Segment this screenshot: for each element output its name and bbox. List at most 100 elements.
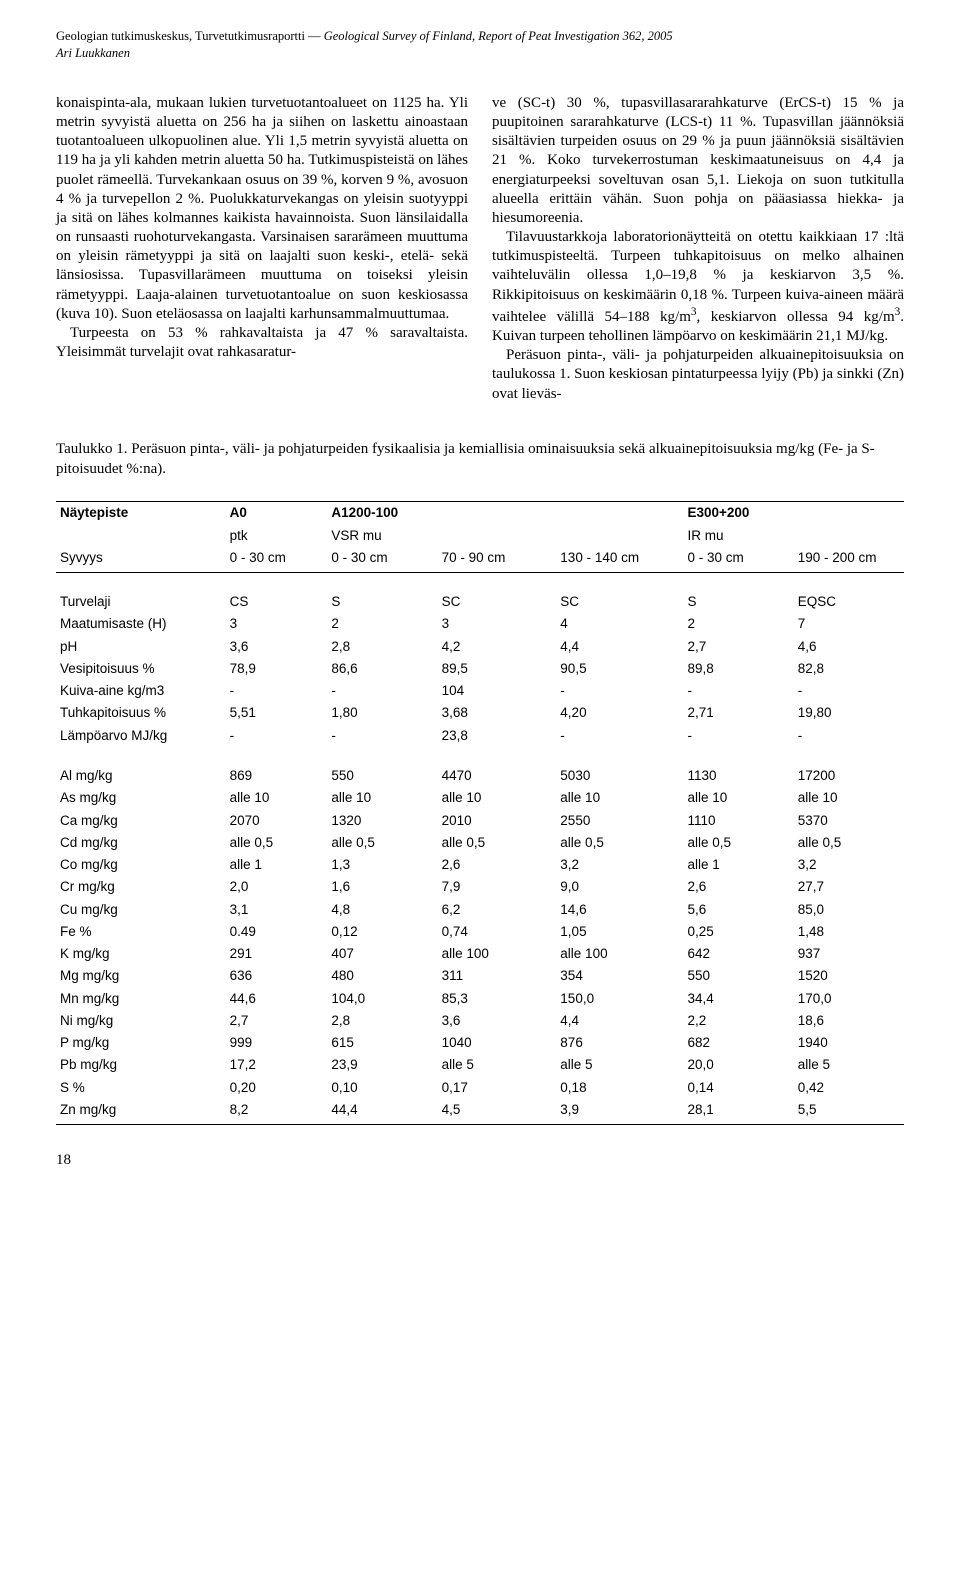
table-cell: - <box>794 680 904 702</box>
header-source: Geologian tutkimuskeskus, Turvetutkimusr… <box>56 29 324 43</box>
table-row: Cd mg/kgalle 0,5alle 0,5alle 0,5alle 0,5… <box>56 831 904 853</box>
table-row: NäytepisteA0A1200-100E300+200 <box>56 501 904 524</box>
table-cell: 1110 <box>683 809 793 831</box>
running-header-line1: Geologian tutkimuskeskus, Turvetutkimusr… <box>56 28 904 45</box>
table-cell: SC <box>438 591 557 613</box>
table-cell: alle 10 <box>327 787 437 809</box>
table-cell: alle 0,5 <box>683 831 793 853</box>
table-cell: 6,2 <box>438 898 557 920</box>
table-cell: alle 0,5 <box>556 831 683 853</box>
table-cell: 4 <box>556 613 683 635</box>
table-row: Lämpöarvo MJ/kg--23,8--- <box>56 724 904 746</box>
table-cell: 5,6 <box>683 898 793 920</box>
table-cell: 4,6 <box>794 635 904 657</box>
table-cell: 27,7 <box>794 876 904 898</box>
table-cell: 2,7 <box>226 1009 328 1031</box>
table-row: pH3,62,84,24,42,74,6 <box>56 635 904 657</box>
table-cell: 82,8 <box>794 657 904 679</box>
table-cell: pH <box>56 635 226 657</box>
table-cell: 19,80 <box>794 702 904 724</box>
table-row: Cr mg/kg2,01,67,99,02,627,7 <box>56 876 904 898</box>
table-cell: - <box>226 680 328 702</box>
table-cell: 3,2 <box>556 854 683 876</box>
table-cell: 44,6 <box>226 987 328 1009</box>
table-cell: 2,8 <box>327 635 437 657</box>
table-cell: 1130 <box>683 765 793 787</box>
left-column: konaispinta-ala, mukaan lukien turvetuot… <box>56 94 468 404</box>
table-row: Syvyys0 - 30 cm0 - 30 cm70 - 90 cm130 - … <box>56 546 904 568</box>
table-cell: alle 10 <box>226 787 328 809</box>
table-cell: 2070 <box>226 809 328 831</box>
table-cell <box>438 524 557 546</box>
table-cell: 0,10 <box>327 1076 437 1098</box>
table-cell: 311 <box>438 965 557 987</box>
table-cell <box>556 524 683 546</box>
table-cell: 5,5 <box>794 1098 904 1120</box>
table-cell: 1320 <box>327 809 437 831</box>
table-cell: Mg mg/kg <box>56 965 226 987</box>
table-cell: alle 1 <box>226 854 328 876</box>
running-header: Geologian tutkimuskeskus, Turvetutkimusr… <box>56 28 904 62</box>
table-cell: Turvelaji <box>56 591 226 613</box>
table-cell: - <box>683 724 793 746</box>
table-cell: ptk <box>226 524 328 546</box>
table-cell: 615 <box>327 1032 437 1054</box>
header-author: Ari Luukkanen <box>56 45 904 62</box>
table-row: Al mg/kg86955044705030113017200 <box>56 765 904 787</box>
table-row: Maatumisaste (H)323427 <box>56 613 904 635</box>
table-cell: Maatumisaste (H) <box>56 613 226 635</box>
table-caption: Taulukko 1. Peräsuon pinta-, väli- ja po… <box>56 440 904 480</box>
table-cell: 2,6 <box>683 876 793 898</box>
table-cell: 0,12 <box>327 920 437 942</box>
table-cell: SC <box>556 591 683 613</box>
table-cell: 4,20 <box>556 702 683 724</box>
table-cell: 1,80 <box>327 702 437 724</box>
table-row: Fe %0.490,120,741,050,251,48 <box>56 920 904 942</box>
table-cell: Cd mg/kg <box>56 831 226 853</box>
right-p3: Peräsuon pinta-, väli- ja pohjaturpeiden… <box>492 346 904 404</box>
table-cell: 90,5 <box>556 657 683 679</box>
table-cell: 291 <box>226 943 328 965</box>
table-cell: E300+200 <box>683 501 793 524</box>
table-cell: 5370 <box>794 809 904 831</box>
table-cell: S <box>327 591 437 613</box>
table-cell: S % <box>56 1076 226 1098</box>
table-cell: - <box>327 680 437 702</box>
table-cell: 34,4 <box>683 987 793 1009</box>
left-p1: konaispinta-ala, mukaan lukien turvetuot… <box>56 94 468 324</box>
table-cell: Co mg/kg <box>56 854 226 876</box>
table-cell: alle 10 <box>556 787 683 809</box>
table-cell: 2,71 <box>683 702 793 724</box>
data-table: NäytepisteA0A1200-100E300+200ptkVSR muIR… <box>56 497 904 1125</box>
table-cell: Ni mg/kg <box>56 1009 226 1031</box>
table-row: Pb mg/kg17,223,9alle 5alle 520,0alle 5 <box>56 1054 904 1076</box>
table-cell: alle 5 <box>438 1054 557 1076</box>
table-cell: alle 1 <box>683 854 793 876</box>
left-p2: Turpeesta on 53 % rahkavaltaista ja 47 %… <box>56 324 468 362</box>
table-cell: Fe % <box>56 920 226 942</box>
table-cell: 0,25 <box>683 920 793 942</box>
table-cell: 86,6 <box>327 657 437 679</box>
table-row: Cu mg/kg3,14,86,214,65,685,0 <box>56 898 904 920</box>
table-cell: 1,6 <box>327 876 437 898</box>
table-cell: 8,2 <box>226 1098 328 1120</box>
table-cell: 104,0 <box>327 987 437 1009</box>
table-cell: alle 0,5 <box>327 831 437 853</box>
table-cell: 0,42 <box>794 1076 904 1098</box>
table-cell: 937 <box>794 943 904 965</box>
table-cell: 5030 <box>556 765 683 787</box>
table-row: ptkVSR muIR mu <box>56 524 904 546</box>
table-cell: Zn mg/kg <box>56 1098 226 1120</box>
table-cell: As mg/kg <box>56 787 226 809</box>
table-cell: 4,4 <box>556 635 683 657</box>
table-cell: - <box>327 724 437 746</box>
table-cell: 2,6 <box>438 854 557 876</box>
table-cell: S <box>683 591 793 613</box>
table-cell: 70 - 90 cm <box>438 546 557 568</box>
table-cell: 7,9 <box>438 876 557 898</box>
table-cell: P mg/kg <box>56 1032 226 1054</box>
table-cell: alle 100 <box>556 943 683 965</box>
table-cell: 0,20 <box>226 1076 328 1098</box>
table-cell: 0.49 <box>226 920 328 942</box>
table-cell: 4,4 <box>556 1009 683 1031</box>
